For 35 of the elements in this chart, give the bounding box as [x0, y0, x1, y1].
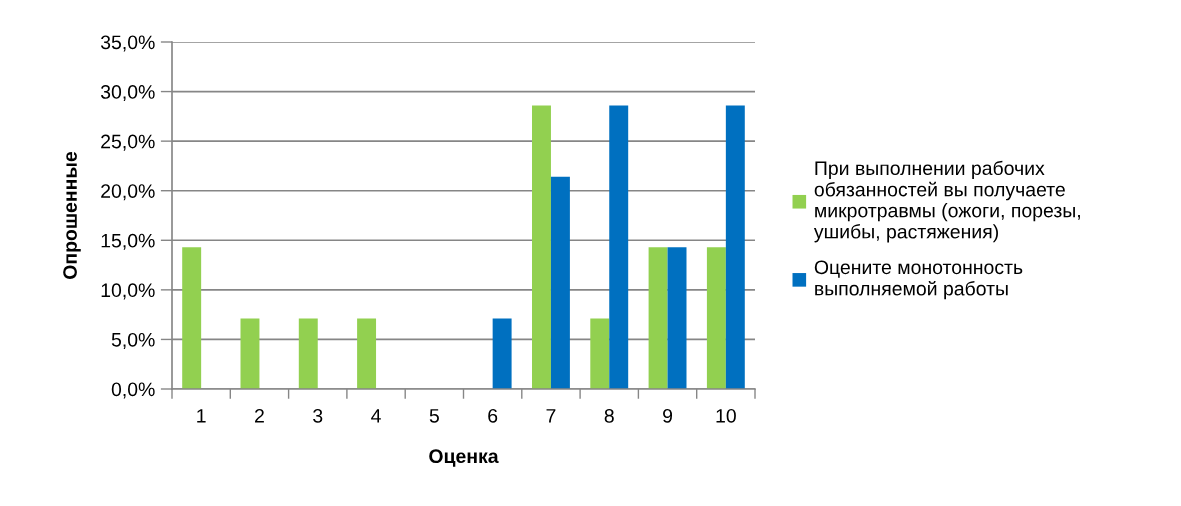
y-tick-label: 10,0%: [101, 283, 155, 300]
x-tick-label: 1: [197, 409, 206, 423]
x-tick-label: 6: [488, 408, 498, 423]
y-tick-label: 5,0%: [111, 332, 155, 349]
bar: [182, 247, 202, 389]
bar: [590, 318, 610, 389]
y-tick-label: 15,0%: [101, 233, 155, 250]
x-tick-label: 2: [255, 408, 264, 423]
x-tick-label: 3: [313, 408, 323, 423]
bar: [609, 105, 629, 389]
x-tick-label: 5: [429, 409, 439, 423]
y-tick-label: 35,0%: [100, 35, 155, 52]
bar: [298, 318, 318, 389]
bar: [492, 318, 512, 389]
legend-label: При выполнении рабочих обязанностей вы получаете микротравмы (ожоги, порезы, ушибы, растяжения): [813, 160, 1080, 243]
x-tick-label: 4: [371, 409, 381, 423]
y-axis-title: Опрошенные: [63, 151, 81, 279]
x-tick-label: 8: [604, 408, 614, 423]
x-tick-label: 10: [716, 408, 736, 423]
bar: [706, 247, 726, 389]
bar: [532, 105, 551, 389]
x-axis-title: Оценка: [429, 449, 499, 467]
bar: [550, 176, 570, 389]
legend-label: Оцените монотонность выполняемой работы: [814, 260, 1023, 300]
bar: [648, 247, 668, 389]
y-tick-label: 20,0%: [101, 184, 155, 201]
bar: [667, 247, 687, 389]
y-tick-label: 30,0%: [100, 85, 155, 102]
y-tick-label: 25,0%: [101, 134, 155, 151]
bar: [725, 105, 745, 389]
bar: [357, 318, 377, 389]
x-tick-label: 7: [546, 409, 556, 423]
x-tick-label: 9: [663, 408, 673, 423]
y-tick-label: 0,0%: [111, 382, 155, 399]
bar: [240, 318, 260, 389]
